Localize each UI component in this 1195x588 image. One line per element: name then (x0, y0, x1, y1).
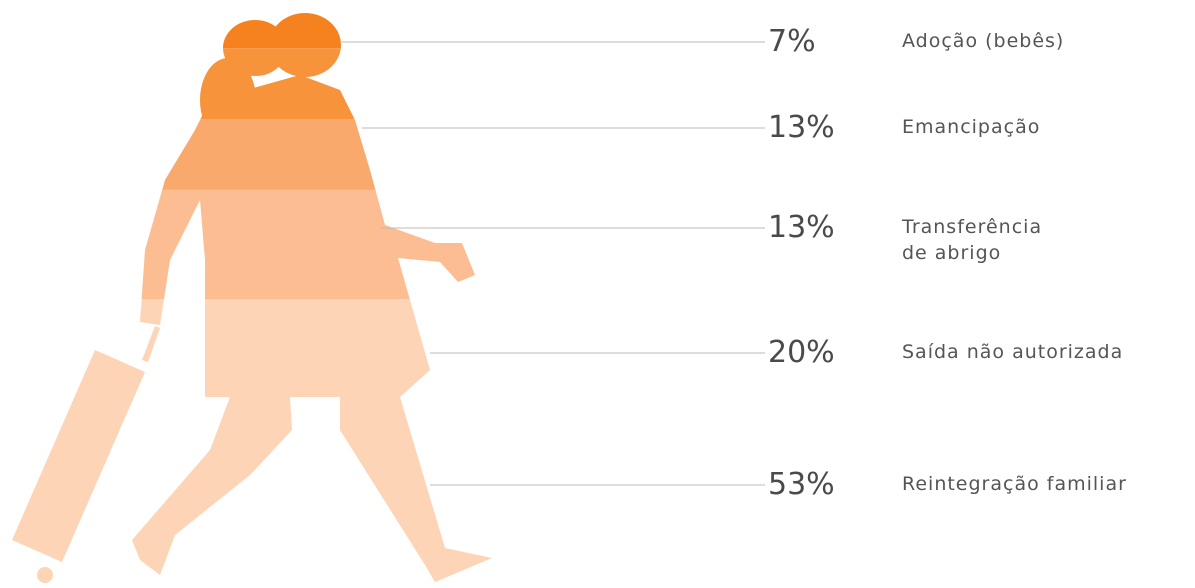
value-label: 7% (768, 27, 816, 57)
infographic: 7% Adoção (bebês) 13% Emancipação 13% Transfe… (0, 0, 1195, 588)
category-label: Saída não autorizada (902, 339, 1123, 365)
category-label: Adoção (bebês) (902, 28, 1064, 54)
value-label: 53% (768, 470, 835, 500)
band (0, 119, 520, 190)
category-label: Reintegração familiar (902, 471, 1127, 497)
value-label: 13% (768, 113, 835, 143)
band (0, 299, 520, 588)
category-label: Transferência de abrigo (902, 214, 1042, 266)
value-label: 20% (768, 338, 835, 368)
band (0, 190, 520, 299)
category-label: Emancipação (902, 114, 1040, 140)
figure-chart (0, 0, 1195, 588)
band (0, 48, 520, 119)
value-label: 13% (768, 213, 835, 243)
